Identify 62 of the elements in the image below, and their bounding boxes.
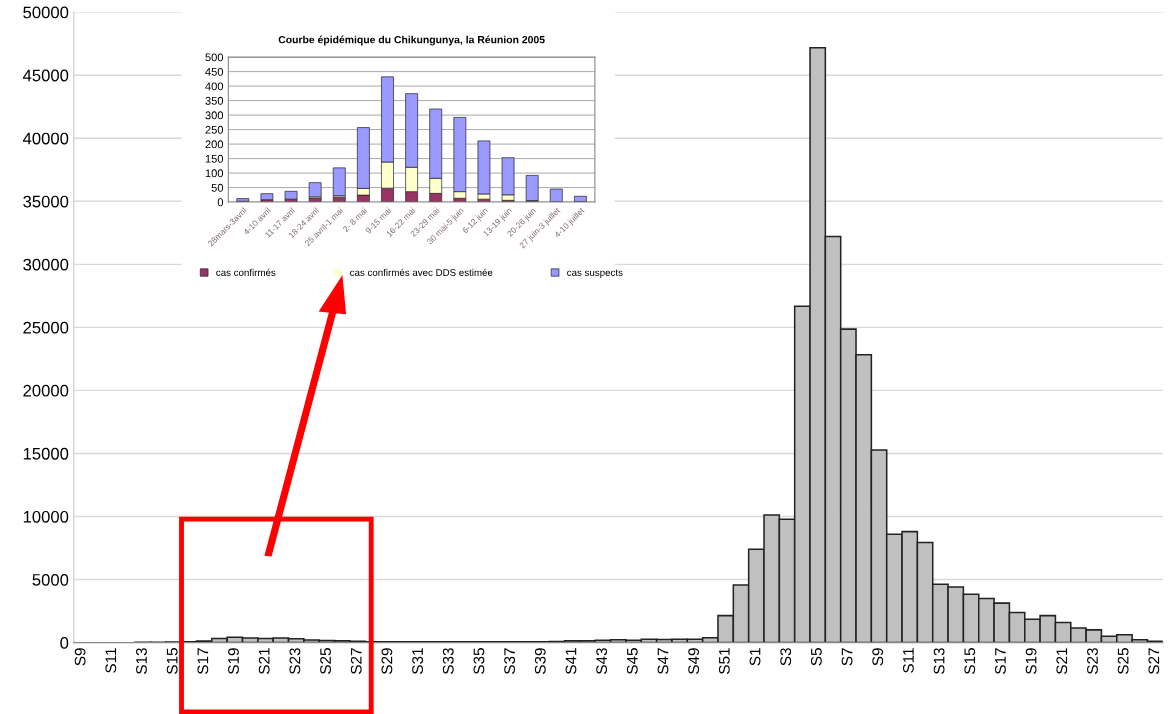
y-tick-label: 500 — [205, 53, 224, 62]
x-tick-label: S17 — [995, 648, 1006, 674]
x-tick-label: S35 — [473, 648, 485, 674]
x-tick-label: S1 — [749, 648, 761, 666]
y-tick-label: 30000 — [23, 258, 69, 271]
x-tick-label: S39 — [534, 648, 546, 674]
x-tick-label: S11 — [105, 648, 117, 673]
y-tick-label: 20000 — [23, 384, 69, 397]
legend-label: cas suspects — [567, 269, 623, 278]
y-tick-label: 45000 — [22, 69, 69, 82]
y-tick-label: 5000 — [32, 573, 69, 586]
y-tick-label: 350 — [205, 96, 224, 105]
chart-title: Courbe épidémique du Chikungunya, la Réunion 2005 — [278, 35, 545, 46]
x-tick-label: S31 — [412, 648, 423, 674]
x-tick-label: S47 — [657, 648, 669, 674]
y-tick-label: 400 — [205, 82, 224, 91]
x-tick-label: S21 — [258, 648, 270, 674]
x-tick-label: S49 — [688, 648, 700, 674]
legend-label: cas confirmés — [216, 268, 276, 276]
y-tick-label: 50000 — [23, 6, 69, 19]
x-tick-label: S3 — [780, 648, 792, 666]
x-tick-label: S17 — [197, 648, 209, 674]
x-tick-label: S15 — [166, 648, 178, 674]
x-tick-label: S19 — [1025, 648, 1037, 674]
y-tick-label: 50 — [211, 183, 224, 192]
legend-label: cas confirmés avec DDS estimée — [350, 268, 493, 276]
x-tick-label: S5 — [810, 648, 822, 666]
y-tick-label: 25000 — [23, 321, 69, 334]
y-tick-label: 100 — [205, 169, 224, 178]
x-tick-label: S29 — [381, 648, 393, 674]
y-tick-label: 250 — [205, 125, 224, 134]
x-tick-label: S33 — [442, 648, 454, 674]
x-tick-label: S13 — [933, 648, 945, 674]
y-tick-label: 300 — [205, 111, 224, 120]
x-tick-label: S21 — [1056, 648, 1068, 674]
y-tick-label: 0 — [60, 637, 69, 649]
x-tick-label: S9 — [872, 648, 884, 666]
y-tick-label: 450 — [205, 67, 224, 76]
x-tick-label: S25 — [320, 648, 331, 674]
x-tick-label: S19 — [228, 648, 239, 674]
y-tick-label: 0 — [217, 198, 224, 207]
y-tick-label: 10000 — [23, 510, 69, 523]
x-tick-label: S13 — [136, 648, 147, 674]
x-tick-label: S11 — [903, 648, 914, 673]
x-tick-label: S7 — [841, 648, 853, 666]
x-tick-label: S37 — [504, 648, 516, 674]
x-tick-label: S45 — [626, 648, 638, 674]
x-tick-label: S23 — [289, 648, 301, 674]
x-tick-label: S51 — [718, 648, 730, 674]
y-tick-label: 200 — [205, 140, 224, 149]
x-tick-label: S15 — [964, 648, 976, 674]
x-tick-label: S43 — [596, 648, 608, 674]
x-tick-label: S23 — [1087, 648, 1098, 674]
y-tick-label: 40000 — [22, 132, 69, 145]
y-tick-label: 35000 — [23, 195, 69, 208]
x-tick-label: S27 — [1148, 648, 1160, 674]
x-tick-label: S27 — [350, 648, 362, 674]
y-tick-label: 15000 — [23, 447, 69, 460]
y-tick-label: 150 — [205, 154, 224, 163]
x-tick-label: S25 — [1117, 648, 1129, 674]
x-tick-label: S9 — [74, 648, 86, 666]
x-tick-label: S41 — [565, 648, 577, 674]
